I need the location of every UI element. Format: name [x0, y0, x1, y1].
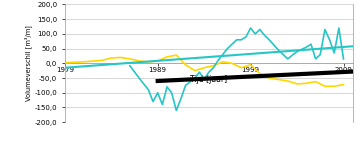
- Y-axis label: Volumeverschil [m³/m]: Volumeverschil [m³/m]: [24, 25, 32, 101]
- X-axis label: Tijd [jaar]: Tijd [jaar]: [190, 75, 228, 84]
